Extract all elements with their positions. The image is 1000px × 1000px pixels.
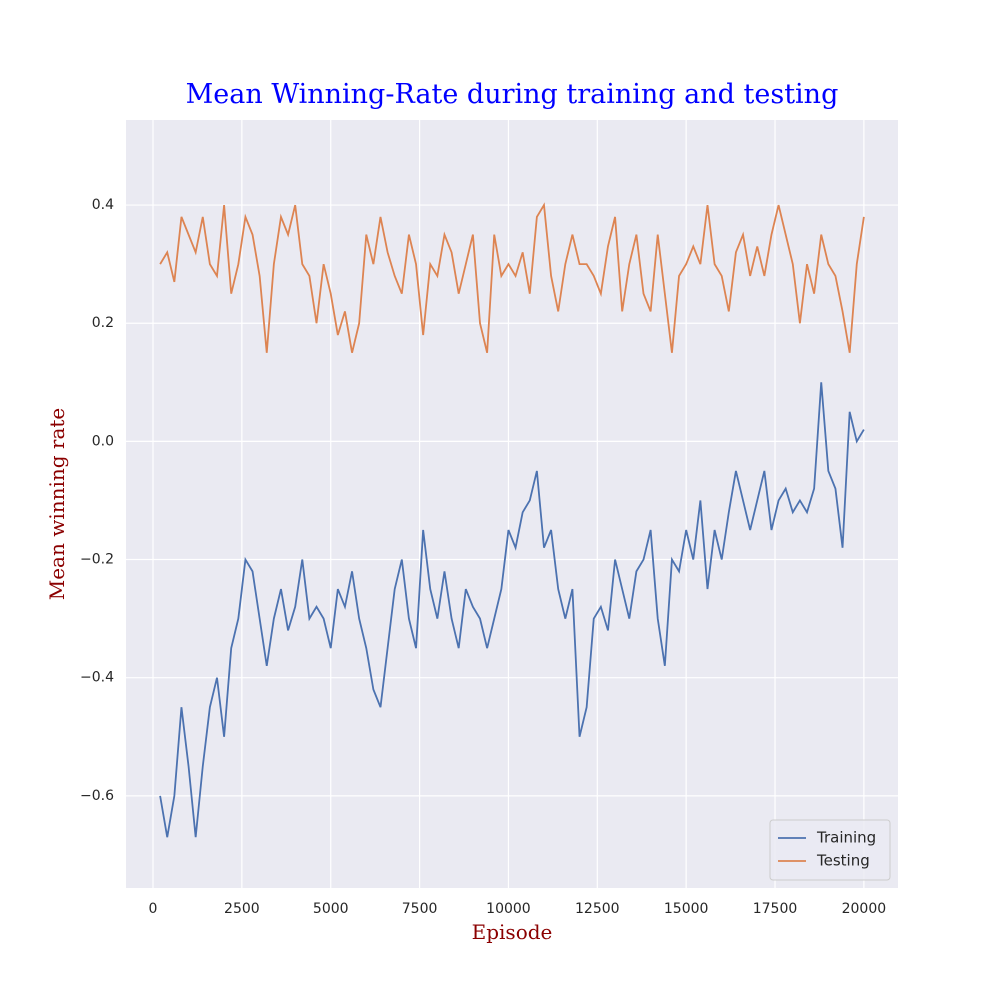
x-tick-label: 10000 [486,901,531,917]
x-axis-label: Episode [472,920,553,944]
x-tick-label: 15000 [664,901,709,917]
y-tick-label: −0.2 [80,552,114,568]
chart-title: Mean Winning-Rate during training and te… [186,79,839,110]
x-tick-label: 0 [149,901,158,917]
y-tick-label: 0.4 [92,197,114,213]
x-tick-label: 20000 [842,901,887,917]
x-tick-label: 5000 [313,901,349,917]
x-tick-label: 2500 [224,901,260,917]
y-tick-label: 0.0 [92,433,114,449]
x-tick-label: 12500 [575,901,620,917]
lines [159,202,865,838]
y-tick-label: −0.6 [80,788,114,804]
legend-label: Testing [816,852,870,870]
legend-label: Training [816,829,876,847]
legend-box [769,819,891,881]
y-tick-label: 0.2 [92,315,114,331]
x-tick-label: 7500 [402,901,438,917]
series-line [159,202,865,353]
y-tick-label: −0.4 [80,670,114,686]
x-tick-label: 17500 [753,901,798,917]
grid [126,120,898,888]
y-axis-label: Mean winning rate [45,408,69,601]
series-line [159,382,865,838]
legend: Training Testing [769,819,891,881]
